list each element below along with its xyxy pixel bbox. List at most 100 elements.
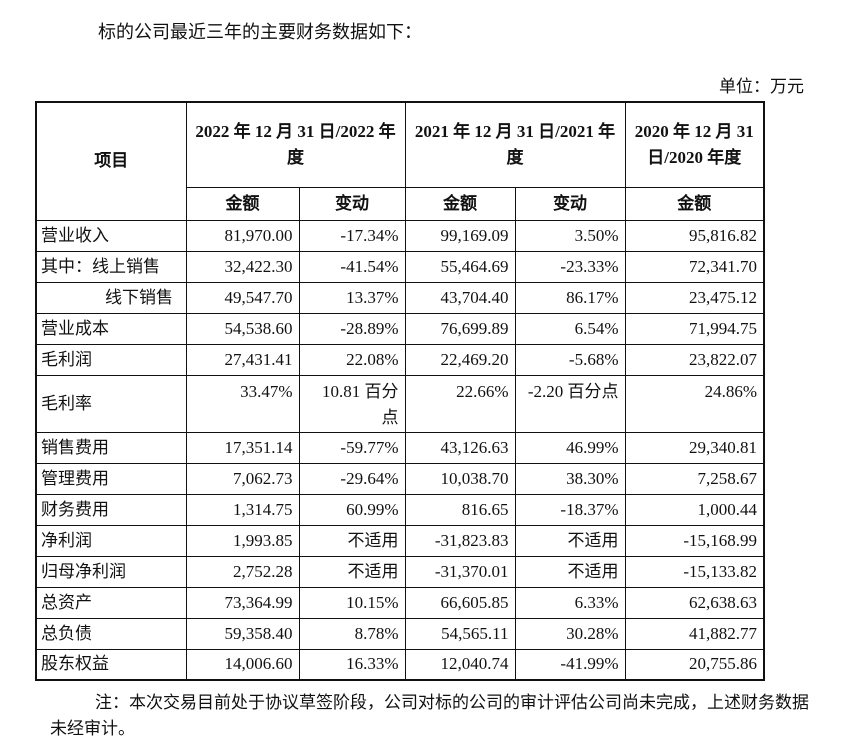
row-label: 销售费用 bbox=[35, 431, 187, 464]
header-amount: 金额 bbox=[624, 186, 765, 221]
header-2021: 2021 年 12 月 31 日/2021 年度 bbox=[404, 101, 626, 188]
change-2022: 13.37% bbox=[298, 281, 406, 314]
amount-2020: 62,638.63 bbox=[624, 586, 765, 619]
change-2022: 16.33% bbox=[298, 648, 406, 681]
amount-2022: 1,314.75 bbox=[185, 493, 300, 526]
change-2022: 8.78% bbox=[298, 617, 406, 650]
change-2022: -41.54% bbox=[298, 250, 406, 283]
amount-2022: 14,006.60 bbox=[185, 648, 300, 681]
row-label: 总负债 bbox=[35, 617, 187, 650]
table-row: 毛利润 27,431.41 22.08% 22,469.20 -5.68% 23,822.… bbox=[35, 343, 765, 376]
amount-2020: 23,475.12 bbox=[624, 281, 765, 314]
row-label: 其中：线上销售 bbox=[35, 250, 187, 283]
amount-2020: 20,755.86 bbox=[624, 648, 765, 681]
row-label: 毛利率 bbox=[35, 374, 187, 433]
amount-2022: 1,993.85 bbox=[185, 524, 300, 557]
change-2022: 10.81 百分点 bbox=[298, 374, 406, 433]
intro-text: 标的公司最近三年的主要财务数据如下： bbox=[98, 22, 422, 42]
amount-2020: 72,341.70 bbox=[624, 250, 765, 283]
amount-2020: 1,000.44 bbox=[624, 493, 765, 526]
change-2021: -5.68% bbox=[514, 343, 626, 376]
amount-2021: 99,169.09 bbox=[404, 219, 516, 252]
amount-2021: 43,704.40 bbox=[404, 281, 516, 314]
amount-2020: 29,340.81 bbox=[624, 431, 765, 464]
amount-2022: 54,538.60 bbox=[185, 312, 300, 345]
unit-label: 单位：万元 bbox=[719, 77, 804, 96]
amount-2022: 17,351.14 bbox=[185, 431, 300, 464]
row-label: 归母净利润 bbox=[35, 555, 187, 588]
change-2022: -29.64% bbox=[298, 462, 406, 495]
change-2021: 不适用 bbox=[514, 524, 626, 557]
amount-2020: 24.86% bbox=[624, 374, 765, 433]
amount-2020: -15,168.99 bbox=[624, 524, 765, 557]
amount-2022: 7,062.73 bbox=[185, 462, 300, 495]
row-label: 毛利润 bbox=[35, 343, 187, 376]
change-2022: 10.15% bbox=[298, 586, 406, 619]
change-2022: 60.99% bbox=[298, 493, 406, 526]
amount-2020: 95,816.82 bbox=[624, 219, 765, 252]
header-2020: 2020 年 12 月 31 日/2020 年度 bbox=[624, 101, 765, 188]
amount-2020: 41,882.77 bbox=[624, 617, 765, 650]
change-2022: 不适用 bbox=[298, 524, 406, 557]
table-row: 总负债 59,358.40 8.78% 54,565.11 30.28% 41,882.7… bbox=[35, 617, 765, 650]
change-2021: 30.28% bbox=[514, 617, 626, 650]
footnote: 注：本次交易目前处于协议草签阶段，公司对标的公司的审计评估公司尚未完成，上述财务… bbox=[50, 693, 809, 738]
amount-2022: 73,364.99 bbox=[185, 586, 300, 619]
amount-2022: 49,547.70 bbox=[185, 281, 300, 314]
change-2021: 46.99% bbox=[514, 431, 626, 464]
amount-2020: -15,133.82 bbox=[624, 555, 765, 588]
header-amount: 金额 bbox=[404, 186, 516, 221]
row-label: 线下销售 bbox=[35, 281, 187, 314]
table-row: 净利润 1,993.85 不适用 -31,823.83 不适用 -15,168.99 bbox=[35, 524, 765, 557]
change-2021: -23.33% bbox=[514, 250, 626, 283]
amount-2021: 76,699.89 bbox=[404, 312, 516, 345]
table-row: 线下销售 49,547.70 13.37% 43,704.40 86.17% 23,475… bbox=[35, 281, 765, 314]
amount-2022: 2,752.28 bbox=[185, 555, 300, 588]
amount-2021: 22.66% bbox=[404, 374, 516, 433]
table-row: 总资产 73,364.99 10.15% 66,605.85 6.33% 62,638.6… bbox=[35, 586, 765, 619]
amount-2022: 33.47% bbox=[185, 374, 300, 433]
table-row: 其中：线上销售 32,422.30 -41.54% 55,464.69 -23.33% 7… bbox=[35, 250, 765, 283]
header-item: 项目 bbox=[35, 101, 187, 221]
row-label: 净利润 bbox=[35, 524, 187, 557]
change-2021: 不适用 bbox=[514, 555, 626, 588]
amount-2021: 54,565.11 bbox=[404, 617, 516, 650]
amount-2021: 43,126.63 bbox=[404, 431, 516, 464]
amount-2020: 71,994.75 bbox=[624, 312, 765, 345]
header-2022: 2022 年 12 月 31 日/2022 年度 bbox=[185, 101, 406, 188]
table-row: 财务费用 1,314.75 60.99% 816.65 -18.37% 1,000.44 bbox=[35, 493, 765, 526]
row-label: 营业成本 bbox=[35, 312, 187, 345]
amount-2022: 81,970.00 bbox=[185, 219, 300, 252]
amount-2021: 66,605.85 bbox=[404, 586, 516, 619]
change-2022: -28.89% bbox=[298, 312, 406, 345]
amount-2022: 59,358.40 bbox=[185, 617, 300, 650]
amount-2020: 23,822.07 bbox=[624, 343, 765, 376]
header-amount: 金额 bbox=[185, 186, 300, 221]
table-row: 销售费用 17,351.14 -59.77% 43,126.63 46.99% 29,34… bbox=[35, 431, 765, 464]
header-change: 变动 bbox=[514, 186, 626, 221]
amount-2021: -31,370.01 bbox=[404, 555, 516, 588]
change-2021: -41.99% bbox=[514, 648, 626, 681]
financial-table: 项目 2022 年 12 月 31 日/2022 年度 2021 年 12 月 … bbox=[35, 101, 765, 681]
row-label: 总资产 bbox=[35, 586, 187, 619]
amount-2021: 22,469.20 bbox=[404, 343, 516, 376]
row-label: 管理费用 bbox=[35, 462, 187, 495]
change-2021: -2.20 百分点 bbox=[514, 374, 626, 433]
change-2022: -17.34% bbox=[298, 219, 406, 252]
amount-2021: 12,040.74 bbox=[404, 648, 516, 681]
row-label: 营业收入 bbox=[35, 219, 187, 252]
table-row: 股东权益 14,006.60 16.33% 12,040.74 -41.99% 20,75… bbox=[35, 648, 765, 681]
header-change: 变动 bbox=[298, 186, 406, 221]
row-label: 股东权益 bbox=[35, 648, 187, 681]
amount-2020: 7,258.67 bbox=[624, 462, 765, 495]
change-2021: 86.17% bbox=[514, 281, 626, 314]
change-2021: 6.54% bbox=[514, 312, 626, 345]
change-2022: -59.77% bbox=[298, 431, 406, 464]
change-2022: 不适用 bbox=[298, 555, 406, 588]
change-2021: 6.33% bbox=[514, 586, 626, 619]
change-2021: -18.37% bbox=[514, 493, 626, 526]
table-row: 管理费用 7,062.73 -29.64% 10,038.70 38.30% 7,258.… bbox=[35, 462, 765, 495]
amount-2022: 27,431.41 bbox=[185, 343, 300, 376]
table-body: 营业收入 81,970.00 -17.34% 99,169.09 3.50% 95,816… bbox=[35, 219, 765, 681]
table-row: 营业收入 81,970.00 -17.34% 99,169.09 3.50% 95,816… bbox=[35, 219, 765, 252]
